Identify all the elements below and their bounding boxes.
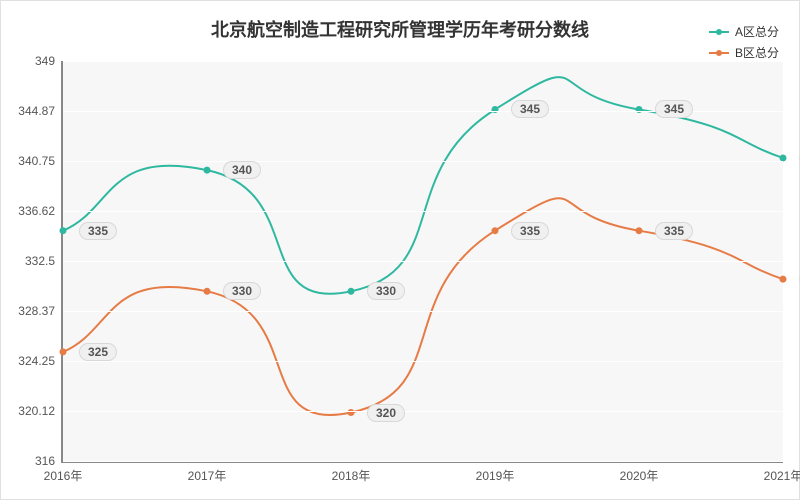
series-marker	[348, 288, 355, 295]
chart-title: 北京航空制造工程研究所管理学历年考研分数线	[1, 16, 799, 42]
data-label: 335	[655, 222, 693, 240]
series-marker	[780, 276, 787, 283]
grid-line	[63, 161, 783, 162]
legend-label-b: B区总分	[735, 44, 779, 61]
y-tick-label: 340.75	[18, 154, 63, 168]
series-marker	[60, 227, 67, 234]
y-tick-label: 336.62	[18, 204, 63, 218]
x-tick-label: 2020年	[620, 461, 659, 484]
data-label: 345	[511, 100, 549, 118]
y-tick-label: 344.87	[18, 104, 63, 118]
data-label: 335	[511, 222, 549, 240]
legend-label-a: A区总分	[735, 23, 779, 40]
y-tick-label: 320.12	[18, 404, 63, 418]
plot-area: 316320.12324.25328.37332.5336.62340.7534…	[61, 61, 783, 463]
legend-swatch-b	[709, 52, 729, 54]
y-tick-label: 324.25	[18, 354, 63, 368]
grid-line	[63, 261, 783, 262]
y-tick-label: 332.5	[25, 254, 63, 268]
x-tick-label: 2016年	[44, 461, 83, 484]
x-tick-label: 2017年	[188, 461, 227, 484]
series-marker	[204, 167, 211, 174]
series-marker	[636, 227, 643, 234]
chart-container: 北京航空制造工程研究所管理学历年考研分数线 A区总分 B区总分 316320.1…	[0, 0, 800, 500]
grid-line	[63, 361, 783, 362]
x-tick-label: 2018年	[332, 461, 371, 484]
grid-line	[63, 411, 783, 412]
legend: A区总分 B区总分	[709, 23, 779, 65]
legend-item-b: B区总分	[709, 44, 779, 61]
x-tick-label: 2019年	[476, 461, 515, 484]
legend-swatch-a	[709, 31, 729, 33]
data-label: 325	[79, 343, 117, 361]
data-label: 330	[223, 282, 261, 300]
series-marker	[204, 288, 211, 295]
y-tick-label: 328.37	[18, 304, 63, 318]
x-tick-label: 2021年	[764, 461, 800, 484]
legend-item-a: A区总分	[709, 23, 779, 40]
grid-line	[63, 461, 783, 462]
grid-line	[63, 61, 783, 62]
data-label: 345	[655, 100, 693, 118]
grid-line	[63, 211, 783, 212]
data-label: 330	[367, 282, 405, 300]
y-tick-label: 349	[35, 54, 63, 68]
series-marker	[492, 227, 499, 234]
grid-line	[63, 311, 783, 312]
data-label: 335	[79, 222, 117, 240]
data-label: 340	[223, 161, 261, 179]
data-label: 320	[367, 404, 405, 422]
